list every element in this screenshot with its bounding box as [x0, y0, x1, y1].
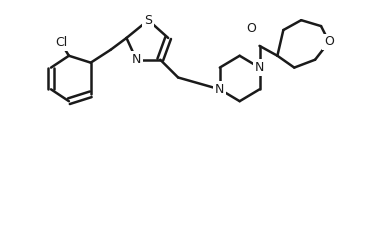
Text: O: O: [324, 35, 334, 48]
Text: O: O: [247, 22, 257, 35]
Text: S: S: [144, 14, 152, 27]
Text: N: N: [255, 61, 264, 74]
Text: N: N: [215, 83, 225, 96]
Text: N: N: [132, 53, 141, 66]
Text: Cl: Cl: [55, 36, 67, 49]
